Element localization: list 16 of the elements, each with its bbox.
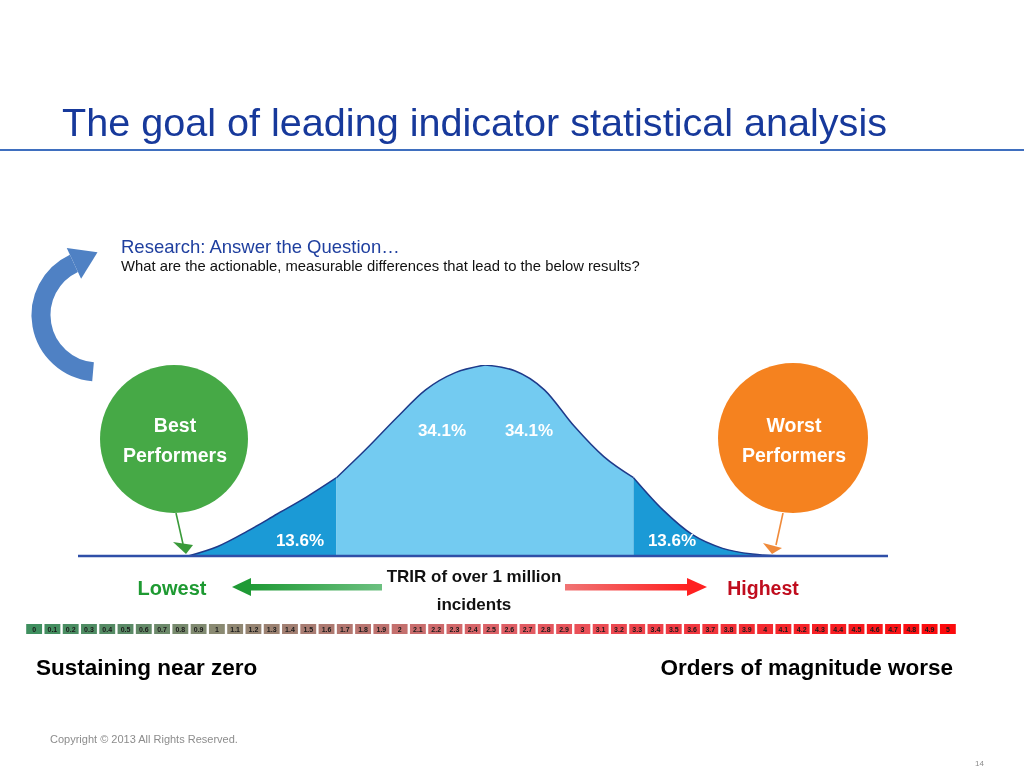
text: Sustaining near zero xyxy=(36,655,258,681)
annotation: Worst Performers xyxy=(740,413,848,468)
text: What are the actionable, measurable differences that lead to the below results? xyxy=(121,258,640,276)
chart-title: The goal of leading indicator statistical analysis xyxy=(62,100,887,146)
text: Highest xyxy=(727,577,799,600)
annotation: Best Performers xyxy=(121,413,229,468)
annotation: 34.1% xyxy=(504,421,554,441)
text: Copyright © 2013 All Rights Reserved. xyxy=(50,733,238,746)
text: 14 xyxy=(975,759,984,768)
text: Orders of magnitude worse xyxy=(660,655,953,681)
annotation: 34.1% xyxy=(417,421,467,441)
annotation: 13.6% xyxy=(275,531,325,551)
annotation: 13.6% xyxy=(647,531,697,551)
chart-title: TRIR of over 1 million incidents xyxy=(385,566,563,616)
text: Lowest xyxy=(137,577,207,600)
chart-subtitle: Research: Answer the Question… xyxy=(121,236,400,258)
